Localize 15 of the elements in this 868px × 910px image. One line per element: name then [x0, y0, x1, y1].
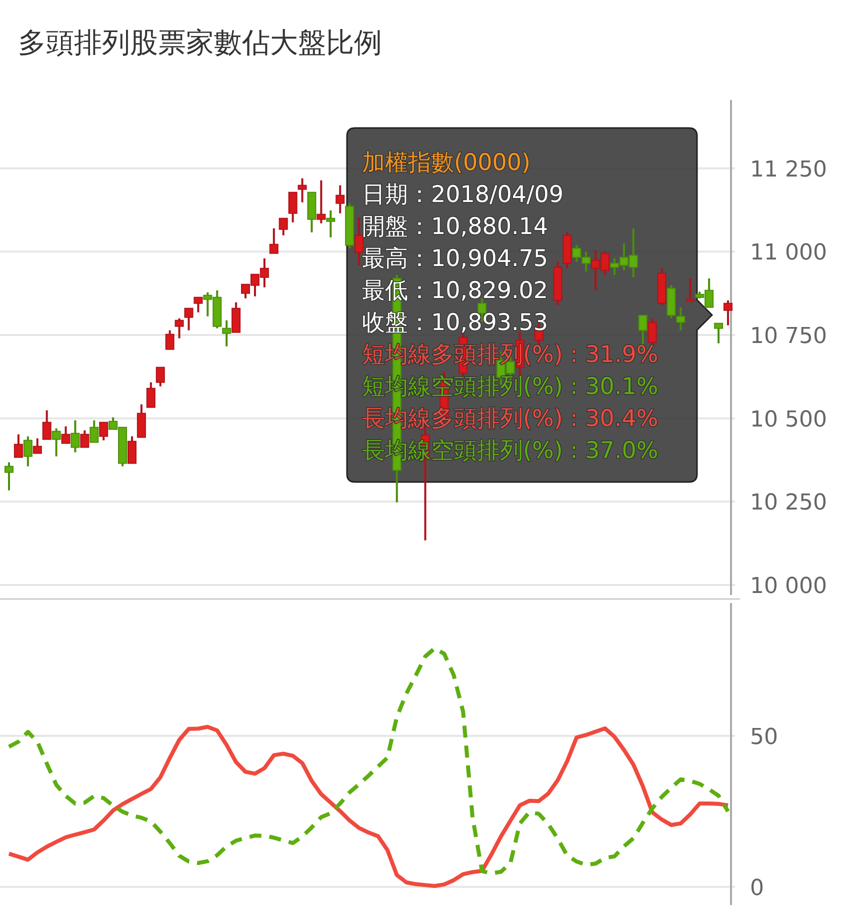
y-tick-label: 0	[750, 876, 764, 901]
text: 日期：2018/04/09	[362, 182, 564, 208]
chart-title: 多頭排列股票家數佔大盤比例	[18, 26, 382, 59]
text: 最高：10,904.75	[362, 246, 548, 272]
y-tick-label: 11 250	[750, 157, 827, 182]
y-tick-label: 10 500	[750, 407, 827, 432]
text: 收盤：10,893.53	[362, 310, 548, 336]
y-tick-label: 50	[750, 724, 778, 750]
y-tick-label: 11 000	[750, 240, 827, 266]
y-tick-label: 10 750	[750, 324, 827, 349]
y-tick-label: 10 000	[750, 574, 827, 599]
y-tick-label: 10 250	[750, 490, 827, 516]
text: 開盤：10,880.14	[362, 214, 548, 240]
text: 最低：10,829.02	[362, 278, 548, 304]
text: 加權指數(0000)	[362, 150, 530, 176]
